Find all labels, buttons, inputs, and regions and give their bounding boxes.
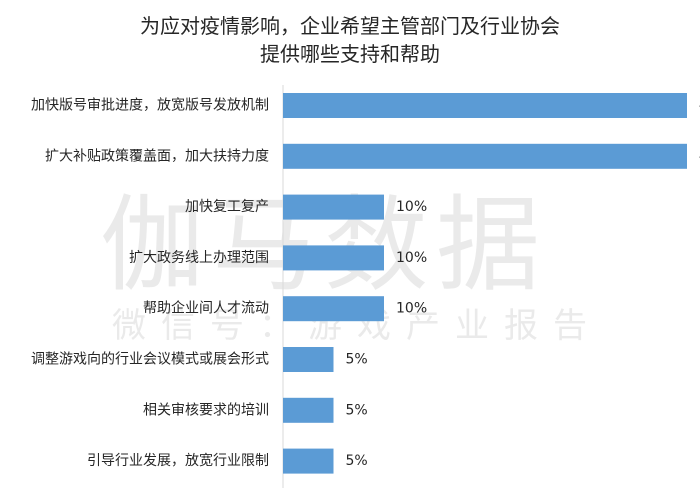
bar-6 bbox=[283, 397, 334, 423]
chart-title: 为应对疫情影响，企业希望主管部门及行业协会 提供哪些支持和帮助 bbox=[0, 12, 700, 68]
category-label-0: 加快版号审批进度，放宽版号发放机制 bbox=[31, 97, 269, 114]
data-label-4: 10% bbox=[396, 301, 427, 317]
category-label-1: 扩大补贴政策覆盖面，加大扶持力度 bbox=[45, 147, 269, 164]
category-label-7: 引导行业发展，放宽行业限制 bbox=[87, 452, 269, 469]
data-label-7: 5% bbox=[346, 453, 368, 469]
bar-5 bbox=[283, 347, 334, 372]
chart-title-line-2: 提供哪些支持和帮助 bbox=[260, 42, 440, 66]
chart-title-line-1: 为应对疫情影响，企业希望主管部门及行业协会 bbox=[140, 14, 560, 38]
bar-7 bbox=[283, 448, 334, 474]
bar-3 bbox=[283, 245, 384, 271]
category-label-4: 帮助企业间人才流动 bbox=[143, 300, 269, 317]
category-label-5: 调整游戏向的行业会议模式或展会形式 bbox=[31, 352, 269, 368]
data-label-3: 10% bbox=[396, 250, 427, 266]
category-label-6: 相关审核要求的培训 bbox=[143, 402, 269, 418]
bar-2 bbox=[283, 194, 384, 220]
bar-4 bbox=[283, 296, 384, 322]
data-label-2: 10% bbox=[396, 199, 427, 215]
category-label-3: 扩大政务线上办理范围 bbox=[129, 249, 269, 266]
data-label-5: 5% bbox=[346, 352, 368, 368]
category-label-2: 加快复工复产 bbox=[185, 198, 269, 215]
bar-0 bbox=[283, 93, 687, 118]
data-label-6: 5% bbox=[346, 402, 368, 418]
bar-1 bbox=[283, 143, 687, 169]
